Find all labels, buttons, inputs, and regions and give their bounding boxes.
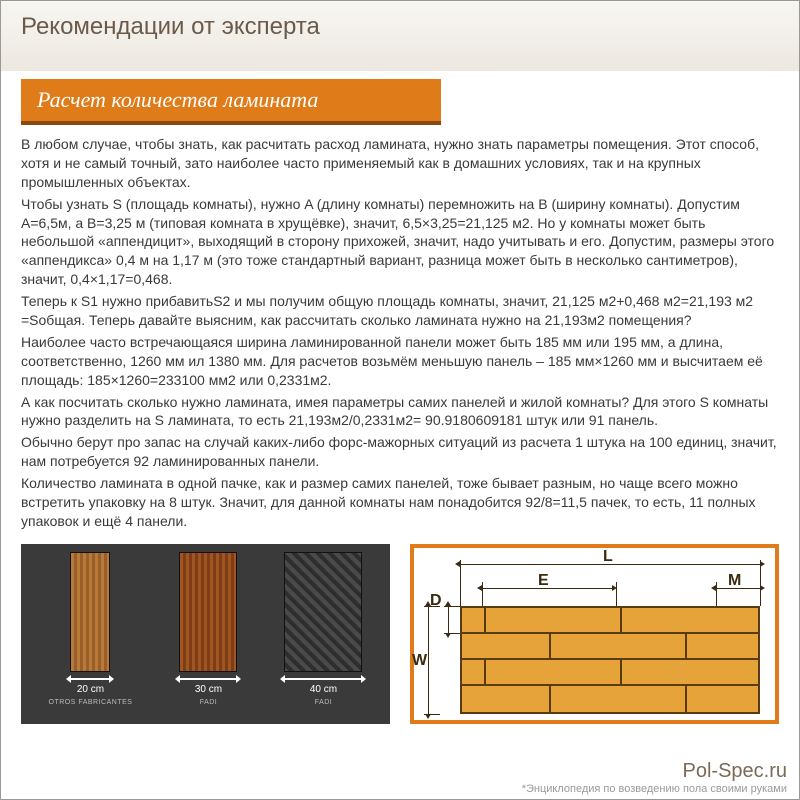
brick-row [462,660,758,686]
sample-item: 30 cm FADI [179,552,237,706]
sample-width-label: 30 cm [195,684,222,695]
dim-label-m: M [728,572,741,590]
ruler-icon [70,678,110,680]
brick [622,660,758,684]
dim-tick [716,582,717,606]
brick [462,634,551,658]
article-body: В любом случае, чтобы знать, как расчита… [1,135,799,531]
footer-tagline: *Энциклопедия по возведению пола своими … [522,783,787,795]
dim-line [428,606,429,714]
footer-logo: Pol-Spec.ru [522,760,787,783]
sample-sublabel: OTROS FABRICANTES [49,699,133,706]
footer: Pol-Spec.ru *Энциклопедия по возведению … [522,760,787,795]
dim-tick [424,714,440,715]
plank-swatch [284,552,362,672]
sample-sublabel: FADI [315,699,333,706]
paragraph: В любом случае, чтобы знать, как расчита… [21,135,779,192]
diagram-inner: L E M D [418,552,771,716]
plank-swatch [70,552,110,672]
dim-tick [482,582,483,606]
brick-row [462,634,758,660]
dim-tick [444,606,460,607]
paragraph: Теперь к S1 нужно прибавитьS2 и мы получ… [21,292,779,330]
brick [462,660,486,684]
paragraph: Обычно берут про запас на случай каких-л… [21,433,779,471]
dim-tick [760,560,761,606]
paragraph: Количество ламината в одной пачке, как и… [21,474,779,531]
dim-label-d: D [430,592,442,610]
paragraph: А как посчитать сколько нужно ламината, … [21,393,779,431]
brick-row [462,686,758,712]
sample-width-label: 40 cm [310,684,337,695]
paragraph: Чтобы узнать S (площадь комнаты), нужно … [21,195,779,289]
plank-swatch [179,552,237,672]
brick [486,608,622,632]
figures-row: 20 cm OTROS FABRICANTES 30 cm FADI 40 cm… [1,534,799,724]
page-root: Рекомендации от эксперта Расчет количест… [0,0,800,800]
dimension-diagram: L E M D [410,544,779,724]
dim-label-w: W [412,652,427,670]
brick [551,686,687,712]
brick [551,634,687,658]
plank-samples-figure: 20 cm OTROS FABRICANTES 30 cm FADI 40 cm… [21,544,390,724]
ruler-icon [179,678,237,680]
brick [687,634,758,658]
dim-label-l: L [603,548,613,566]
dim-tick [444,633,460,634]
dim-label-e: E [538,572,549,590]
sample-width-label: 20 cm [77,684,104,695]
brick [622,608,758,632]
paragraph: Наиболее часто встречающаяся ширина лами… [21,333,779,390]
page-title: Рекомендации от эксперта [21,13,779,41]
brick [462,608,486,632]
brick-row [462,608,758,634]
dim-tick [424,606,440,607]
dim-tick [616,582,617,606]
header-strip: Рекомендации от эксперта [1,1,799,71]
sample-item: 40 cm FADI [284,552,362,706]
brick-grid [460,606,760,714]
sample-sublabel: FADI [200,699,218,706]
brick [687,686,758,712]
brick [486,660,622,684]
dim-tick [460,560,461,606]
sample-item: 20 cm OTROS FABRICANTES [49,552,133,706]
brick [462,686,551,712]
dim-line [448,606,449,633]
ruler-icon [284,678,362,680]
section-banner: Расчет количества ламината [21,79,441,125]
